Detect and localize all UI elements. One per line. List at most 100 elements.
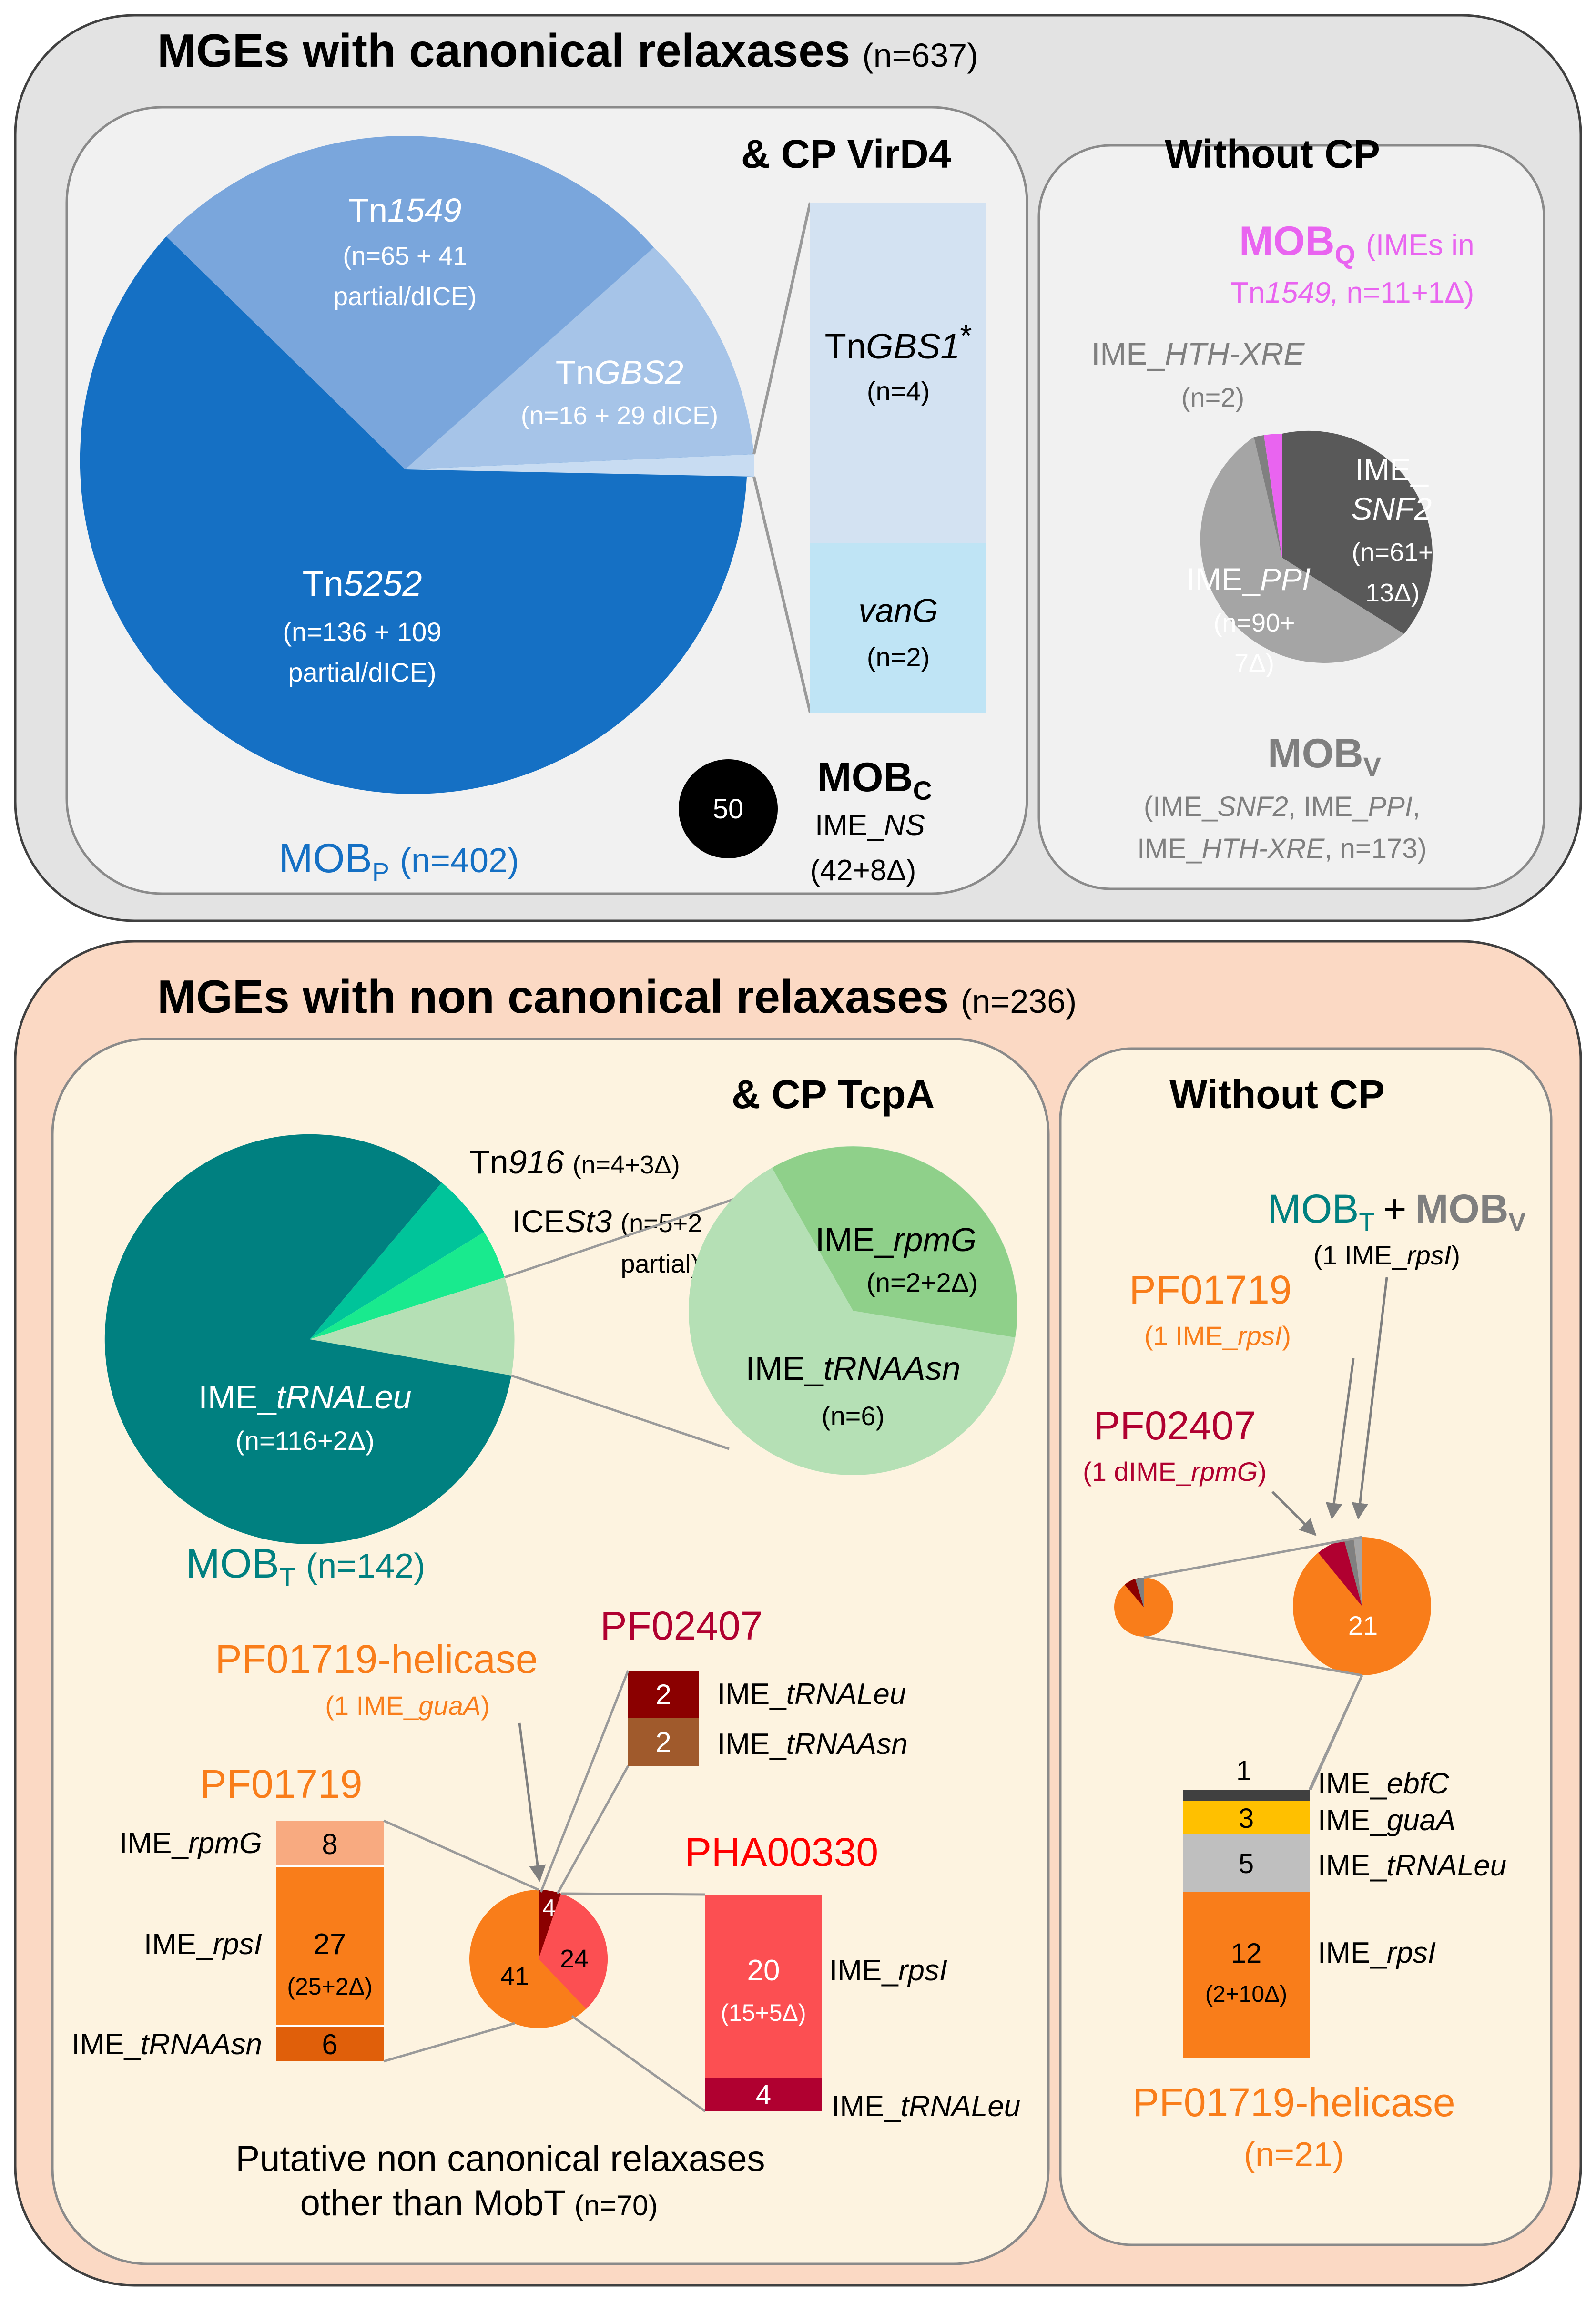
rpmg-slice — [772, 1146, 1017, 1337]
tngbs2-count: (n=16 + 29 dICE) — [521, 401, 718, 430]
ebfc-label: IME_ebfC — [1318, 1767, 1450, 1800]
rpmg-label: IME_rpmG — [815, 1221, 976, 1258]
big-pie-pf01719 — [1353, 1537, 1362, 1606]
icest3-label: ICESt3(n=5+2 — [512, 1203, 702, 1239]
helicase-arrow — [518, 1722, 546, 1882]
pha-rpsi-value: 20 — [747, 1954, 780, 1987]
pf01719-arrow — [1325, 1358, 1355, 1520]
pha-rpsi-sub: (15+5Δ) — [721, 1999, 806, 2026]
pha-bar-trnaleu — [705, 2078, 822, 2111]
icest3-slice — [310, 1232, 505, 1339]
pf01719-rpsi-sub: (25+2Δ) — [287, 1973, 372, 2000]
tngbs2-label: TnGBS2 — [556, 354, 683, 391]
pf02407-trnaleu-label: IME_tRNALeu — [717, 1678, 906, 1711]
bottom-without-cp-box — [1059, 1047, 1553, 2246]
ppi-count-2: 7Δ) — [1234, 649, 1274, 678]
mobt-connector-bottom — [511, 1374, 730, 1450]
pf02407-bar-trnaasn — [628, 1718, 699, 1766]
tn1549-label: Tn1549 — [348, 192, 461, 229]
hth-xre-slice — [1254, 435, 1282, 558]
tngbs1-vang-slice — [405, 454, 754, 477]
trnaasn-rpmg-pie — [689, 1146, 1017, 1475]
non-canonical-panel-title: MGEs with non canonical relaxases (n=236) — [157, 970, 1077, 1023]
pie-value-pf01719: 41 — [500, 1962, 529, 1991]
small-pie-grey — [1135, 1578, 1144, 1607]
big-pie-value: 21 — [1348, 1610, 1378, 1641]
pie-value-pha00330: 24 — [560, 1945, 589, 1973]
vang-label: vanG — [858, 592, 938, 629]
pf01719-connector-bottom — [383, 2022, 515, 2063]
tn5252-label: Tn5252 — [303, 564, 422, 603]
tcpa-helicase-sub: (1 IME_guaA) — [325, 1691, 490, 1721]
pha-connector-bottom — [571, 2015, 706, 2113]
bottom-without-cp-title: Without CP — [1169, 1072, 1385, 1117]
mobc-circle-value: 50 — [713, 794, 744, 825]
mobq-desc: Tn1549, n=11+1Δ) — [1230, 276, 1474, 309]
big-pie-mobt-mobv — [1344, 1538, 1362, 1606]
rpmg-count: (n=2+2Δ) — [866, 1267, 978, 1297]
tcpa-footer-2: other than MobT (n=70) — [300, 2183, 658, 2223]
pf01719-bar-rpmg — [276, 1821, 384, 1866]
without-pf01719-sub: (1 IME_rpsI) — [1144, 1321, 1291, 1351]
pha00330-title: PHA00330 — [685, 1830, 878, 1875]
rpsi-bar — [1183, 1892, 1310, 2058]
pf02407-trnaleu-value: 2 — [655, 1679, 671, 1711]
non-mobt-pie — [469, 1890, 608, 2028]
pha-bar-rpsi — [705, 1895, 822, 2078]
pf01719-trnaasn-value: 6 — [322, 2028, 337, 2060]
mobc-count: (42+8Δ) — [810, 854, 916, 887]
mobc-label: MOBC — [817, 754, 932, 805]
tcpa-pf01719-title: PF01719 — [200, 1762, 363, 1806]
tngbs1-count: (n=4) — [867, 376, 930, 406]
tcpa-pf02407-title: PF02407 — [600, 1603, 763, 1648]
pha00330-slice — [539, 1890, 608, 2009]
tngbs2-slice — [405, 247, 754, 469]
mobp-pie — [80, 136, 754, 794]
pf02407-trnaasn-label: IME_tRNAAsn — [717, 1728, 908, 1761]
small-without-cp-pie — [1114, 1578, 1173, 1637]
pf01719-rpsi-label: IME_rpsI — [144, 1928, 262, 1961]
connector-top — [752, 202, 812, 455]
pf01719-rpsi-value: 27 — [314, 1928, 346, 1961]
ppi-label: IME_PPI — [1187, 561, 1311, 597]
pf02407-connector-bottom — [556, 1765, 630, 1895]
rpsi-label: IME_rpsI — [1318, 1936, 1436, 1969]
pf01719-bar-trnaasn — [276, 2026, 384, 2061]
icest3-label-2: partial) — [620, 1250, 699, 1278]
trnaleu-slice — [104, 1134, 511, 1544]
mobv-desc: (IME_SNF2, IME_PPI, — [1144, 791, 1420, 822]
trnaasn-label: IME_tRNAAsn — [745, 1350, 960, 1387]
pf01719-rpmg-label: IME_rpmG — [119, 1827, 262, 1860]
trnaleu-count: (n=116+2Δ) — [235, 1426, 375, 1456]
pf01719-trnaasn-label: IME_tRNAAsn — [71, 2028, 262, 2061]
tcpa-footer: Putative non canonical relaxases — [235, 2139, 765, 2179]
pf02407-bar-trnaleu — [628, 1671, 699, 1718]
bar-connector — [1309, 1674, 1363, 1791]
mobv-label: MOBV — [1268, 731, 1381, 782]
big-without-cp-pie — [1293, 1537, 1431, 1675]
tngbs1-bar — [810, 203, 986, 543]
rpsi-value: 12 — [1231, 1938, 1262, 1969]
rpsi-sub: (2+10Δ) — [1205, 1982, 1287, 2007]
hth-label: IME_HTH-XRE — [1091, 336, 1305, 371]
trnaasn-count: (n=6) — [822, 1401, 884, 1431]
tn916-slice — [310, 1182, 484, 1339]
mobq-slice — [1264, 434, 1282, 558]
guaa-bar — [1183, 1801, 1310, 1834]
ppi-count: (n=90+ — [1213, 609, 1295, 637]
guaa-value: 3 — [1239, 1803, 1254, 1834]
snf2-count-2: 13Δ) — [1365, 579, 1420, 607]
snf2-label-2: SNF2 — [1352, 491, 1432, 526]
tcpa-helicase-title: PF01719-helicase — [215, 1637, 538, 1681]
tn1549-count: (n=65 + 41 — [343, 242, 467, 270]
snf2-count: (n=61+ — [1352, 538, 1433, 567]
pf02407-connector-top — [539, 1670, 630, 1893]
mobt-mobv-arrow — [1352, 1277, 1388, 1520]
top-without-cp-title: Without CP — [1165, 132, 1380, 176]
big-pie-pf02407 — [1318, 1539, 1362, 1606]
snf2-label: IME_ — [1355, 452, 1429, 487]
tngbs1-label: TnGBS1* — [825, 318, 972, 366]
connector-bottom — [752, 476, 812, 713]
pha-rpsi-label: IME_rpsI — [829, 1954, 947, 1987]
mobp-label: MOBP (n=402) — [279, 836, 519, 887]
